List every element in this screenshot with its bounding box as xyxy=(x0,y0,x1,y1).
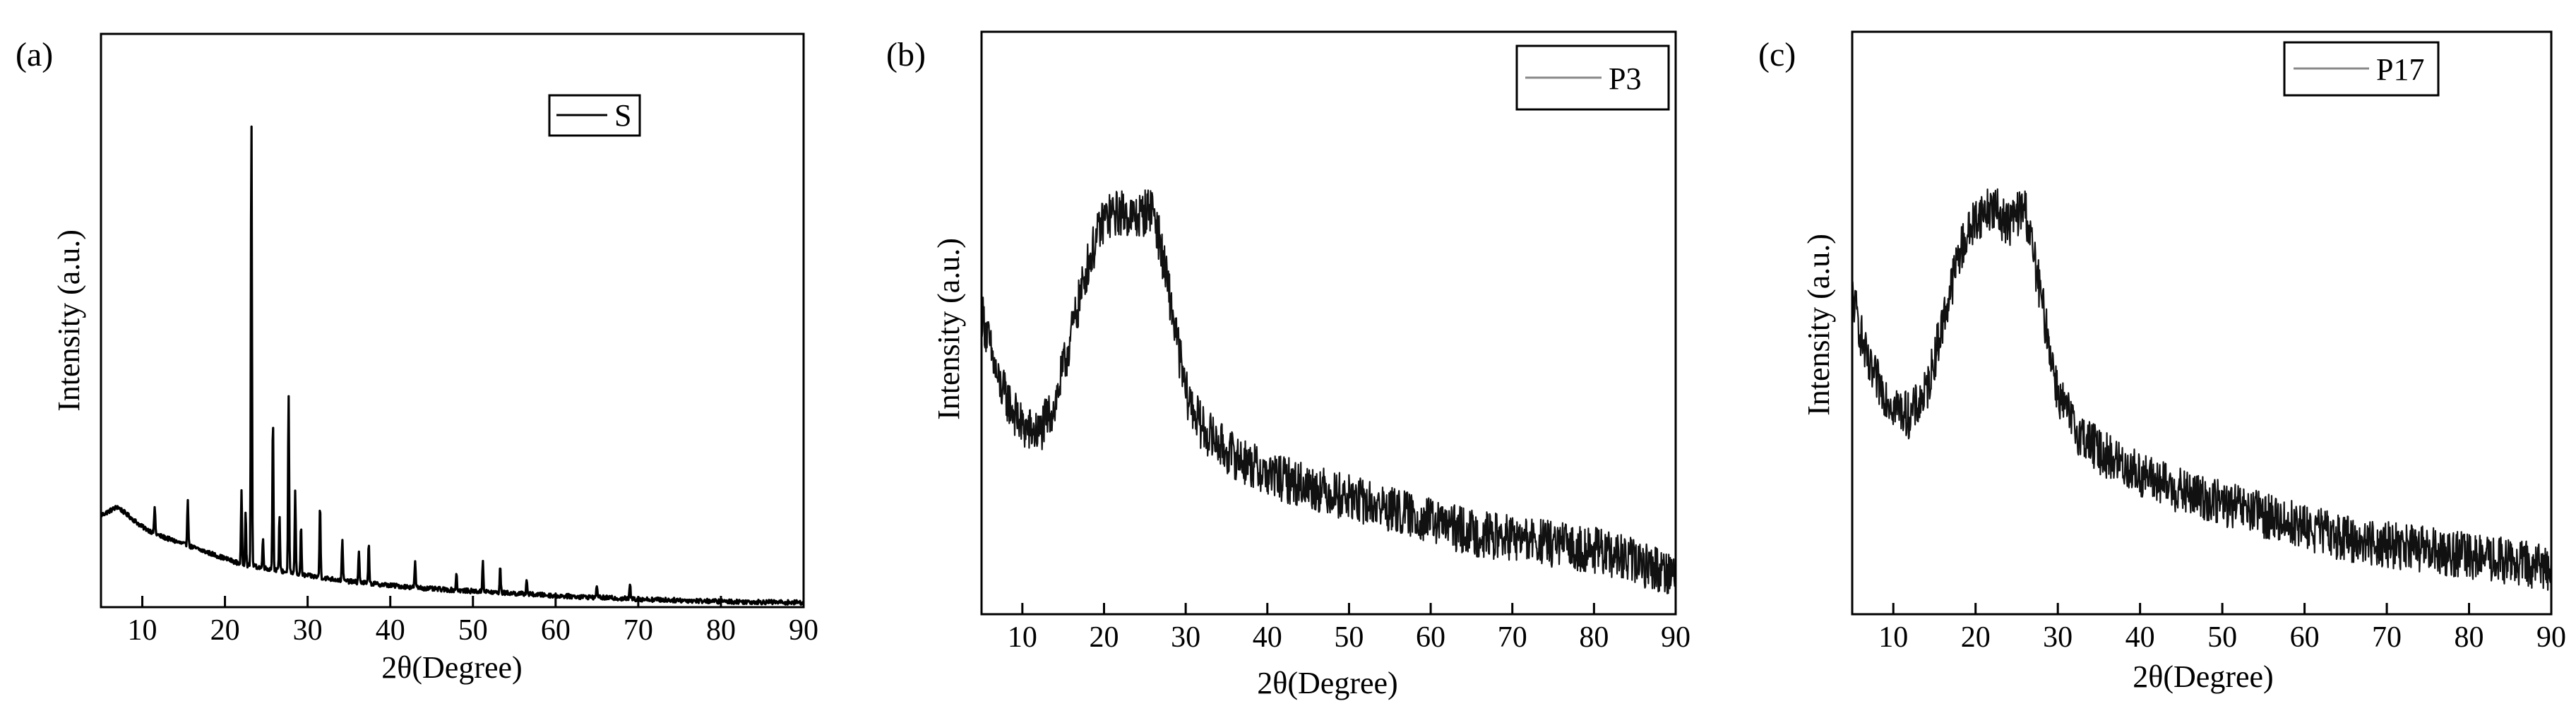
panel-c-frame xyxy=(1851,30,2553,616)
panel-b-legend: P3 xyxy=(1515,44,1670,111)
panel-label-b: (b) xyxy=(886,36,926,73)
panel-label-a: (a) xyxy=(16,36,53,73)
panel-b-xtick-label-20: 20 xyxy=(1089,621,1119,654)
panel-c-xtick-label-80: 80 xyxy=(2455,621,2484,654)
panel-a-xtick-label-50: 50 xyxy=(458,614,488,647)
panel-c-legend-label: P17 xyxy=(2376,52,2424,87)
panel-c-ticks: 10 20 30 40 50 60 70 80 90 xyxy=(1878,603,2566,654)
panel-c-xtick-label-60: 60 xyxy=(2290,621,2320,654)
panel-a: (a) 10 20 30 40 50 60 70 80 90 2θ(Degree) Intens… xyxy=(16,32,818,685)
panel-b-series xyxy=(980,189,1677,594)
panel-a-legend-label: S xyxy=(614,98,631,133)
panel-b-xtick-label-70: 70 xyxy=(1498,621,1527,654)
panel-a-xtick-label-70: 70 xyxy=(624,614,653,647)
panel-c-xtick-label-70: 70 xyxy=(2372,621,2402,654)
panel-a-xtick-label-10: 10 xyxy=(128,614,157,647)
panel-c-xtick-label-40: 40 xyxy=(2125,621,2155,654)
panel-c-legend: P17 xyxy=(2283,41,2440,97)
panel-c-series xyxy=(1851,188,2553,591)
panel-a-legend-box xyxy=(548,94,641,137)
panel-a-legend: S xyxy=(548,94,641,137)
panel-a-xtick-label-40: 40 xyxy=(376,614,405,647)
panel-b-legend-label: P3 xyxy=(1609,61,1641,96)
panel-a-series xyxy=(100,125,804,606)
panel-b-xtick-label-30: 30 xyxy=(1171,621,1200,654)
panel-b-ylabel: Intensity (a.u.) xyxy=(931,238,966,420)
panel-b-xtick-label-40: 40 xyxy=(1253,621,1282,654)
panel-b-xtick-label-90: 90 xyxy=(1661,621,1690,654)
panel-c-ylabel: Intensity (a.u.) xyxy=(1801,234,1836,416)
panel-b: (b) 10 20 30 40 50 60 70 80 90 2θ(Degree) Intens… xyxy=(886,30,1690,700)
panel-b-xtick-label-60: 60 xyxy=(1416,621,1445,654)
panel-a-frame xyxy=(100,32,805,609)
panel-b-ticks: 10 20 30 40 50 60 70 80 90 xyxy=(1008,603,1690,654)
panel-c-xtick-label-10: 10 xyxy=(1878,621,1908,654)
panel-a-xtick-label-30: 30 xyxy=(293,614,323,647)
panel-a-ylabel: Intensity (a.u.) xyxy=(52,229,86,412)
panel-b-xtick-label-80: 80 xyxy=(1579,621,1609,654)
panel-a-xtick-label-20: 20 xyxy=(210,614,240,647)
panel-c-xtick-label-30: 30 xyxy=(2043,621,2073,654)
panel-b-xtick-label-50: 50 xyxy=(1334,621,1364,654)
panel-b-xtick-label-10: 10 xyxy=(1008,621,1037,654)
panel-c-xtick-label-50: 50 xyxy=(2207,621,2237,654)
panel-c-xlabel: 2θ(Degree) xyxy=(2133,659,2273,694)
panel-a-xlabel: 2θ(Degree) xyxy=(381,650,522,685)
panel-a-xtick-label-90: 90 xyxy=(789,614,818,647)
panel-a-xtick-label-80: 80 xyxy=(706,614,736,647)
panel-a-ticks: 10 20 30 40 50 60 70 80 90 xyxy=(128,596,818,647)
panel-b-series-0-line xyxy=(980,189,1677,594)
panel-a-xtick-label-60: 60 xyxy=(541,614,571,647)
panel-b-xlabel: 2θ(Degree) xyxy=(1257,666,1397,700)
panel-label-c: (c) xyxy=(1758,36,1796,73)
panel-c: (c) 10 20 30 40 50 60 70 80 90 2θ(Degree) Intens… xyxy=(1758,30,2566,694)
panel-b-frame xyxy=(980,30,1677,616)
panel-a-series-0-line xyxy=(100,125,804,606)
panel-c-xtick-label-20: 20 xyxy=(1961,621,1991,654)
panel-c-xtick-label-90: 90 xyxy=(2536,621,2566,654)
panel-c-series-0-line xyxy=(1851,188,2553,591)
